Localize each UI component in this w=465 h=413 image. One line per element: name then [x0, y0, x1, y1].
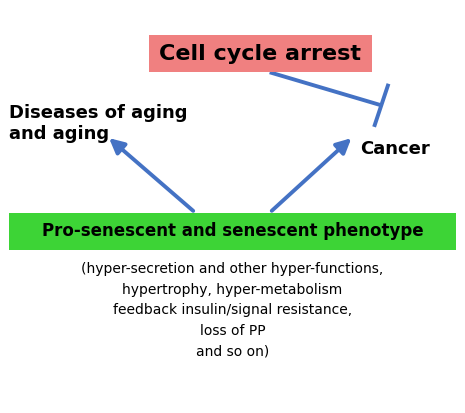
- Text: Cell cycle arrest: Cell cycle arrest: [159, 44, 361, 64]
- Text: Pro-senescent and senescent phenotype: Pro-senescent and senescent phenotype: [42, 222, 423, 240]
- FancyBboxPatch shape: [9, 213, 456, 250]
- FancyBboxPatch shape: [149, 35, 372, 72]
- Text: Cancer: Cancer: [360, 140, 430, 159]
- Text: (hyper-secretion and other hyper-functions,
hypertrophy, hyper-metabolism
feedba: (hyper-secretion and other hyper-functio…: [81, 262, 384, 358]
- Text: Diseases of aging
and aging: Diseases of aging and aging: [9, 104, 188, 143]
